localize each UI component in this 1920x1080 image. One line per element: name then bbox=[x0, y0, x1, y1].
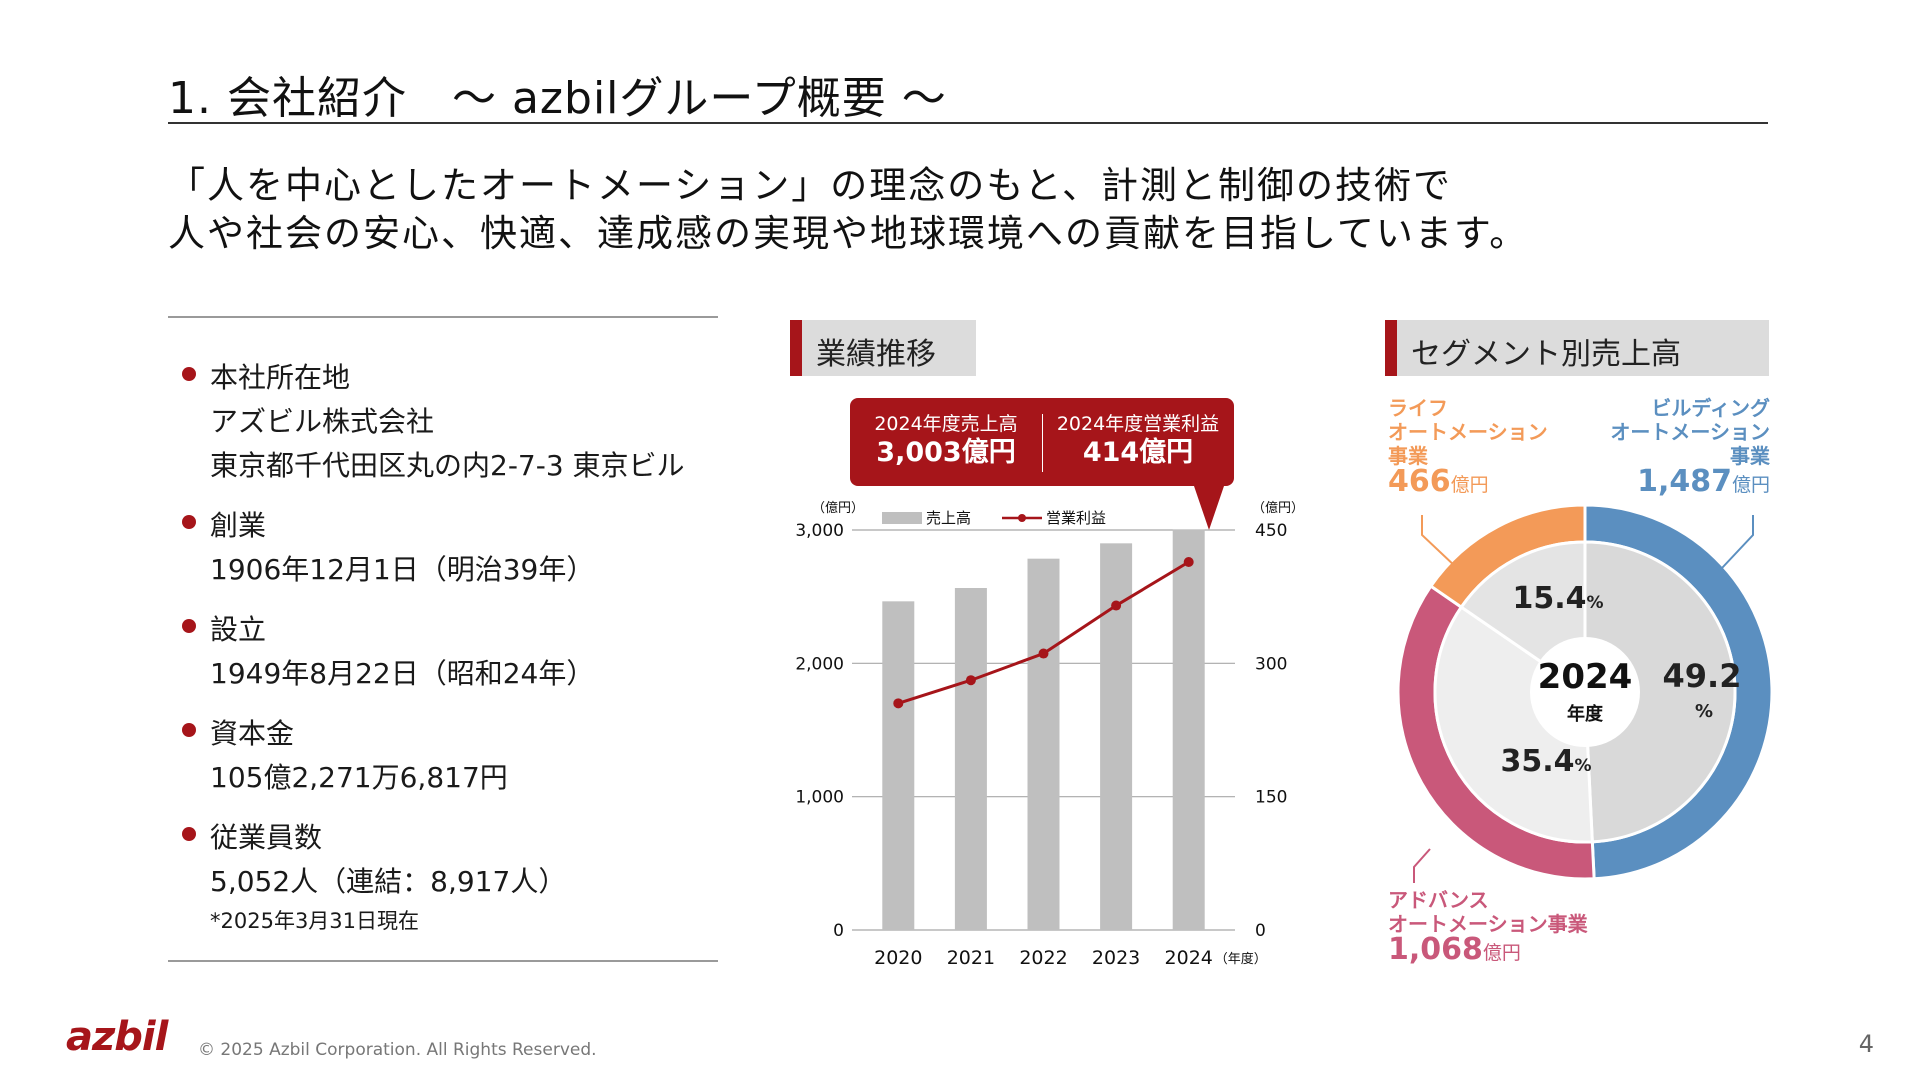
callout-sales-value: 3,003億円 bbox=[876, 437, 1016, 468]
info-item-founded: 創業 1906年12月1日（明治39年） bbox=[180, 504, 740, 592]
info-top-divider bbox=[168, 316, 718, 318]
segment-inner-slice bbox=[1583, 540, 1737, 844]
sales-bar bbox=[1027, 558, 1060, 930]
info-value: 5,052人（連結：8,917人） bbox=[210, 865, 567, 898]
segment-pct-label: 49.2 bbox=[1663, 657, 1742, 695]
info-bottom-divider bbox=[168, 960, 718, 962]
segment-leader-line bbox=[1413, 848, 1431, 883]
segment-name-label: ライフ bbox=[1388, 396, 1448, 420]
callout-sales: 2024年度売上高 3,003億円 bbox=[850, 412, 1042, 470]
segment-name-label: 事業 bbox=[1388, 444, 1429, 468]
info-item-capital: 資本金 105億2,271万6,817円 bbox=[180, 712, 740, 800]
y-left-tick-label: 1,000 bbox=[795, 788, 844, 808]
sales-bar bbox=[882, 601, 915, 930]
azbil-logo: azbil bbox=[66, 1014, 168, 1060]
profit-point bbox=[1038, 648, 1049, 659]
y-right-tick-label: 300 bbox=[1255, 654, 1287, 674]
profit-point bbox=[1183, 557, 1194, 567]
info-label: 従業員数 bbox=[210, 821, 323, 854]
y-right-tick-label: 450 bbox=[1255, 521, 1287, 541]
center-year: 2024 bbox=[1538, 657, 1633, 697]
bullet-icon bbox=[182, 827, 196, 841]
performance-chart: 0 1,000 2,000 3,000 0 150 300 450 （億円） （億円） 売上高 営業利… bbox=[795, 500, 1304, 969]
segment-leader-line bbox=[1721, 515, 1754, 569]
info-label: 設立 bbox=[210, 613, 267, 646]
segment-name-label: アドバンス bbox=[1388, 888, 1489, 912]
callout-profit-value: 414億円 bbox=[1082, 437, 1194, 468]
info-value: 1949年8月22日（昭和24年） bbox=[210, 657, 595, 690]
slide-title: 1. 会社紹介 ～ azbilグループ概要 ～ bbox=[168, 73, 947, 124]
callout-profit: 2024年度営業利益 414億円 bbox=[1042, 412, 1234, 470]
bullet-icon bbox=[182, 619, 196, 633]
x-tick-label: 2020 bbox=[874, 947, 922, 969]
segment-heading-text: セグメント別売上高 bbox=[1411, 337, 1681, 372]
legend-label-sales: 売上高 bbox=[926, 509, 971, 527]
profit-point bbox=[965, 675, 976, 686]
info-value: 1906年12月1日（明治39年） bbox=[210, 553, 595, 586]
y-right-unit: （億円） bbox=[1252, 500, 1304, 516]
segment-leader-line bbox=[1421, 515, 1458, 569]
bullet-icon bbox=[182, 515, 196, 529]
segment-amount-label: 466億円 bbox=[1388, 464, 1489, 499]
info-value: 105億2,271万6,817円 bbox=[210, 761, 508, 794]
sales-bar bbox=[954, 588, 987, 930]
segment-pct-label: 35.4% bbox=[1500, 744, 1591, 779]
segment-name-label: 事業 bbox=[1730, 444, 1771, 468]
mission-line-2: 人や社会の安心、快適、達成感の実現や地球環境への貢献を目指しています。 bbox=[168, 212, 1529, 255]
bullet-icon bbox=[182, 367, 196, 381]
segment-name-label: ビルディング bbox=[1651, 396, 1770, 420]
info-label: 本社所在地 bbox=[210, 361, 351, 394]
copyright-text: © 2025 Azbil Corporation. All Rights Res… bbox=[198, 1040, 597, 1060]
legend-swatch-sales bbox=[882, 512, 922, 524]
sales-bar bbox=[1172, 529, 1205, 930]
x-unit: （年度） bbox=[1215, 951, 1267, 967]
info-footnote: *2025年3月31日現在 bbox=[210, 909, 420, 933]
segment-name-label: オートメーション bbox=[1610, 420, 1770, 444]
y-left-tick-label: 2,000 bbox=[795, 654, 844, 674]
info-item-employees: 従業員数 5,052人（連結：8,917人） *2025年3月31日現在 bbox=[180, 816, 740, 936]
profit-point bbox=[893, 698, 904, 709]
mission-statement: 「人を中心としたオートメーション」の理念のもと、計測と制御の技術で 人や社会の安… bbox=[168, 162, 1528, 258]
segment-pct-unit: % bbox=[1695, 701, 1713, 722]
segment-amount-label: 1,487億円 bbox=[1637, 464, 1770, 499]
legend-marker-profit bbox=[1018, 514, 1026, 522]
performance-heading-text: 業績推移 bbox=[816, 337, 936, 372]
profit-point bbox=[1111, 600, 1122, 611]
bullet-icon bbox=[182, 723, 196, 737]
performance-callout: 2024年度売上高 3,003億円 2024年度営業利益 414億円 bbox=[850, 398, 1234, 486]
mission-line-1: 「人を中心としたオートメーション」の理念のもと、計測と制御の技術で bbox=[168, 164, 1453, 207]
title-divider bbox=[168, 122, 1768, 124]
y-right-tick-label: 150 bbox=[1255, 788, 1287, 808]
y-left-tick-label: 3,000 bbox=[795, 521, 844, 541]
x-tick-label: 2022 bbox=[1019, 947, 1067, 969]
callout-divider bbox=[1042, 414, 1043, 472]
info-item-established: 設立 1949年8月22日（昭和24年） bbox=[180, 608, 740, 696]
y-left-tick-label: 0 bbox=[833, 921, 844, 941]
segment-heading: セグメント別売上高 bbox=[1385, 320, 1769, 376]
company-info-list: 本社所在地 アズビル株式会社 東京都千代田区丸の内2-7-3 東京ビル 創業 1… bbox=[180, 356, 740, 936]
segment-amount-label: 1,068億円 bbox=[1388, 932, 1521, 967]
legend-label-profit: 営業利益 bbox=[1046, 509, 1106, 527]
info-label: 創業 bbox=[210, 509, 267, 542]
donut-center bbox=[1530, 637, 1640, 747]
callout-sales-label: 2024年度売上高 bbox=[874, 413, 1018, 435]
info-value: アズビル株式会社 bbox=[210, 405, 435, 438]
segment-name-label: オートメーション事業 bbox=[1388, 912, 1589, 936]
callout-pointer bbox=[1194, 486, 1224, 530]
segment-name-label: オートメーション bbox=[1388, 420, 1548, 444]
x-tick-label: 2023 bbox=[1092, 947, 1140, 969]
x-tick-label: 2021 bbox=[947, 947, 995, 969]
performance-heading: 業績推移 bbox=[790, 320, 976, 376]
segment-pct-label: 15.4% bbox=[1512, 581, 1603, 616]
segment-donut-chart: 2024年度49.2%35.4%15.4%ビルディングオートメーション事業1,4… bbox=[1388, 396, 1774, 967]
info-label: 資本金 bbox=[210, 717, 295, 750]
y-left-unit: （億円） bbox=[812, 500, 864, 516]
callout-profit-label: 2024年度営業利益 bbox=[1056, 413, 1220, 435]
y-right-tick-label: 0 bbox=[1255, 921, 1266, 941]
center-unit: 年度 bbox=[1567, 703, 1604, 725]
page-number: 4 bbox=[1858, 1030, 1874, 1058]
info-value: 東京都千代田区丸の内2-7-3 東京ビル bbox=[210, 449, 685, 482]
info-item-headquarters: 本社所在地 アズビル株式会社 東京都千代田区丸の内2-7-3 東京ビル bbox=[180, 356, 740, 488]
x-tick-label: 2024 bbox=[1165, 947, 1213, 969]
